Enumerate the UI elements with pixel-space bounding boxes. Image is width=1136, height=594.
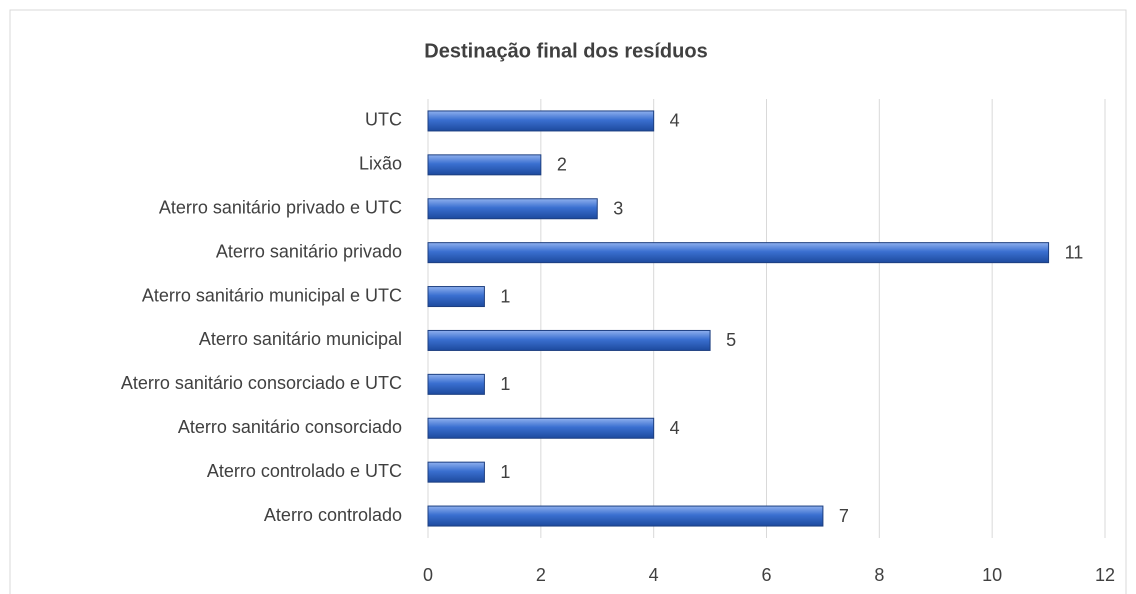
x-tick-label: 2 [536,565,546,585]
data-label: 4 [670,111,680,131]
data-label: 4 [670,418,680,438]
y-tick-label: Aterro controlado e UTC [207,461,402,481]
bar [427,154,542,176]
y-tick-label: Aterro sanitário privado e UTC [159,198,402,218]
x-tick-label: 4 [649,565,659,585]
bar [427,461,485,483]
y-tick-label: UTC [365,110,402,130]
bar [427,417,655,439]
data-label: 7 [839,506,849,526]
bar [427,373,485,395]
bar [427,198,598,220]
x-tick-label: 6 [761,565,771,585]
x-tick-label: 12 [1095,565,1115,585]
chart-title: Destinação final dos resíduos [424,40,707,62]
data-label: 1 [500,286,510,306]
data-label: 5 [726,330,736,350]
y-tick-label: Aterro sanitário consorciado e UTC [121,373,402,393]
x-tick-label: 0 [423,565,433,585]
data-label: 2 [557,155,567,175]
data-label: 3 [613,199,623,219]
data-label: 1 [500,462,510,482]
y-tick-label: Aterro sanitário municipal e UTC [142,285,402,305]
data-label: 1 [500,374,510,394]
bar [427,286,485,308]
x-tick-label: 8 [874,565,884,585]
chart-border [9,9,1127,594]
bar [427,505,824,527]
y-tick-label: Aterro sanitário municipal [199,329,402,349]
y-tick-label: Aterro sanitário privado [216,241,402,261]
y-tick-label: Aterro controlado [264,505,402,525]
bar [427,329,711,351]
bar [427,242,1050,264]
x-tick-label: 10 [982,565,1002,585]
data-label: 11 [1065,242,1084,262]
bar [427,110,655,132]
y-tick-label: Lixão [359,154,402,174]
y-tick-label: Aterro sanitário consorciado [178,417,402,437]
